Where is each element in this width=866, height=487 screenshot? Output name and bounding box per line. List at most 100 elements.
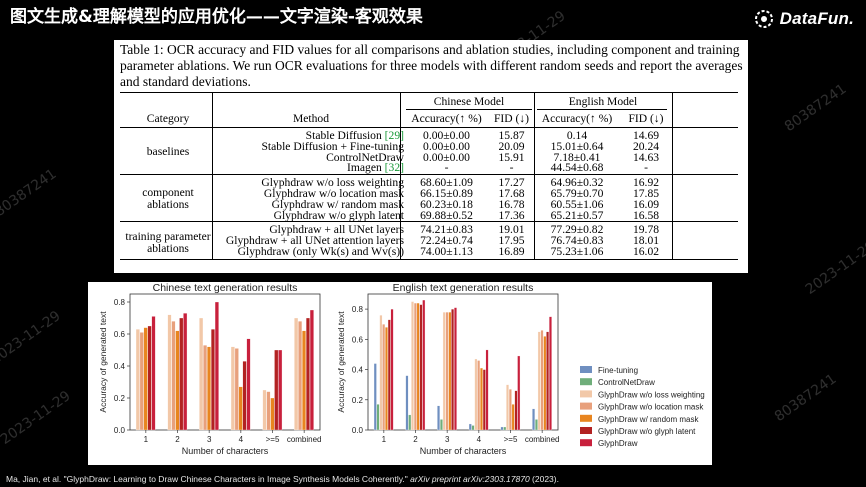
bar [294, 317, 299, 431]
bar [274, 349, 279, 431]
watermark-text: 2023-11-29 [0, 388, 74, 448]
method-cell: Glyphdraw w/o glyph latent [273, 208, 404, 222]
x-axis-label: Number of characters [420, 446, 507, 456]
bar [411, 301, 414, 431]
bar [419, 304, 423, 431]
legend-swatch [580, 427, 592, 434]
bar [270, 397, 275, 431]
method-cell: Glyphdraw (only Wk(s) and Wv(s)) [237, 245, 404, 258]
bar [199, 317, 204, 431]
method-cell: ControlNetDraw [326, 150, 404, 164]
english-fid-cell: 14.69 [632, 129, 660, 142]
datafun-logo-icon [754, 10, 773, 28]
bar [385, 327, 388, 431]
chinese-fid-cell: 20.09 [498, 139, 525, 153]
chart-plot-area [367, 293, 559, 431]
english-fid-cell: - [644, 161, 648, 175]
table-header-rule [120, 127, 738, 128]
chinese-fid-cell: 19.01 [498, 223, 525, 237]
bar [139, 332, 144, 431]
bar [543, 336, 547, 431]
chinese-fid-cell: 16.89 [498, 245, 525, 258]
column-group-chinese: Chinese Model [433, 95, 505, 108]
column-separator [212, 92, 213, 259]
chinese-fid-cell: - [509, 161, 514, 175]
bar [485, 349, 489, 431]
chart-title: English text generation results [393, 282, 534, 294]
bar [390, 308, 394, 431]
english-fid-cell: 16.92 [632, 176, 660, 190]
chinese-accuracy-cell: 60.23±0.18 [420, 197, 473, 211]
column-header: FID (↓) [493, 112, 530, 125]
table-cmidrule [406, 109, 532, 110]
column-header: Accuracy(↑ %) [541, 112, 613, 125]
method-cell: Glyphdraw w/o location mask [263, 187, 404, 200]
english-fid-cell: 16.09 [632, 197, 660, 211]
datafun-logo-text: DataFun. [779, 9, 854, 28]
bar [382, 324, 386, 431]
bar [549, 316, 552, 431]
english-accuracy-cell: 0.14 [566, 129, 588, 142]
bar [508, 389, 512, 431]
bar [183, 313, 188, 431]
bar [266, 391, 271, 431]
watermark-text: 80387241 [0, 166, 60, 220]
english-accuracy-cell: 65.21±0.57 [550, 208, 604, 222]
bar [540, 330, 544, 431]
bar [537, 331, 541, 431]
bar [379, 315, 383, 431]
bar [454, 307, 457, 431]
column-group-english: English Model [568, 95, 638, 108]
chinese-accuracy-cell: 0.00±0.00 [423, 150, 470, 164]
citation-ref: [29] [381, 129, 404, 142]
legend-swatch [580, 414, 592, 422]
english-fid-cell: 20.24 [632, 139, 660, 153]
datafun-logo: DataFun. [754, 6, 854, 32]
y-tick-label: 0.8 [352, 305, 364, 314]
chinese-fid-cell: 15.87 [498, 129, 525, 142]
bar [422, 299, 426, 431]
english-accuracy-cell: 76.74±0.83 [550, 234, 604, 248]
x-tick-label: 3 [445, 435, 450, 444]
bar [203, 345, 208, 431]
category-cell: ablations [147, 197, 189, 211]
bar [503, 426, 507, 431]
x-tick-label: >=5 [504, 435, 518, 444]
chinese-accuracy-cell: 74.00±1.13 [420, 245, 473, 258]
method-cell: Stable Diffusion + Fine-tuning [261, 139, 404, 153]
bar [167, 314, 172, 431]
bar [448, 311, 452, 431]
slide-title: 图文生成&理解模型的应用优化——文字渲染-客观效果 [10, 7, 423, 27]
chinese-fid-cell: 17.36 [498, 208, 525, 222]
bar [210, 329, 215, 431]
legend-swatch [580, 366, 592, 373]
citation-ref: [32] [381, 161, 404, 175]
method-cell: Glyphdraw w/o loss weighting [261, 176, 404, 190]
chinese-accuracy-cell: 0.00±0.00 [423, 139, 470, 153]
legend-swatch [580, 439, 592, 447]
legend-label: GlyphDraw w/ random mask [598, 415, 699, 424]
chinese-accuracy-cell: - [444, 161, 449, 175]
watermark-text: 2023-11-29 [802, 238, 866, 298]
y-axis-label: Accuracy of generated text [98, 311, 108, 413]
column-header: FID (↓) [628, 112, 664, 125]
bar [305, 317, 310, 431]
chinese-accuracy-cell: 68.60±1.09 [420, 176, 473, 190]
bar [246, 338, 251, 431]
legend-label: GlyphDraw w/o glyph latent [598, 427, 696, 436]
table-bottom-rule [120, 258, 738, 260]
bar [214, 301, 219, 431]
method-cell: Imagen [32] [347, 161, 404, 175]
charts-panel: Chinese text generation results 0.0 0.2 0.4… [88, 282, 712, 465]
english-fid-cell: 17.85 [632, 187, 660, 200]
bar [506, 384, 509, 431]
bar [171, 321, 176, 431]
english-accuracy-cell: 7.18±0.41 [553, 150, 601, 164]
chinese-fid-cell: 15.91 [498, 150, 525, 164]
chinese-fid-cell: 17.27 [498, 176, 525, 190]
english-fid-cell: 19.78 [632, 223, 660, 237]
chinese-fid-cell: 16.78 [498, 197, 525, 211]
x-tick-label: 3 [207, 435, 212, 444]
citation-text: Ma, Jian, et al. "GlyphDraw: Learning to… [6, 474, 411, 484]
bar [175, 330, 180, 431]
